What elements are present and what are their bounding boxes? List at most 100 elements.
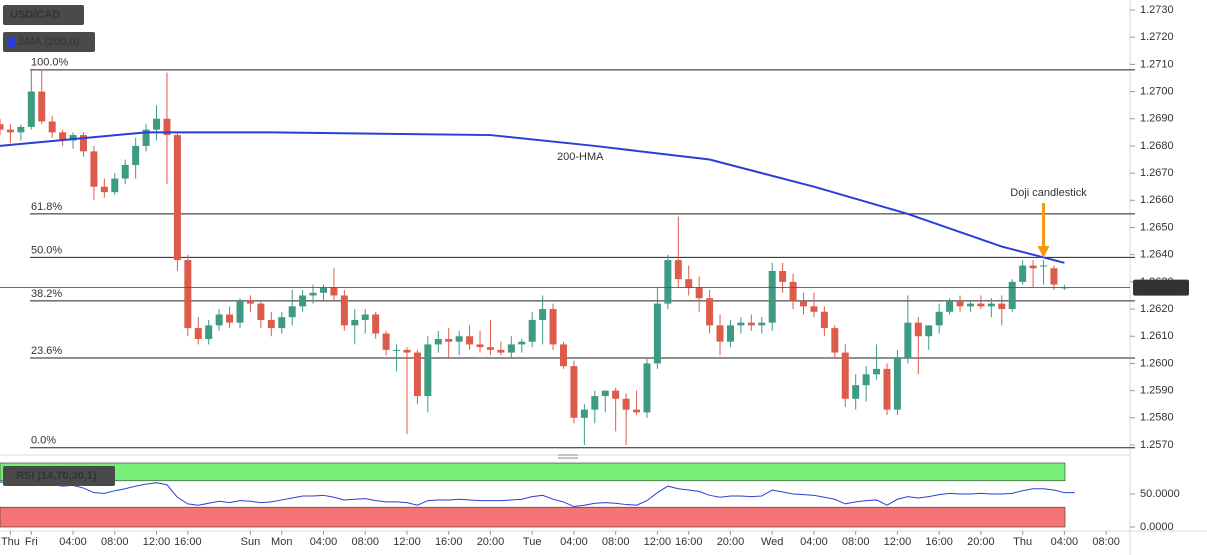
candle-body <box>153 118 161 130</box>
candle-body <box>1019 265 1027 282</box>
candle-body <box>142 129 150 146</box>
candle-body <box>413 352 421 397</box>
candle-body <box>163 118 171 136</box>
candle-body <box>539 309 547 320</box>
candle-body <box>914 322 922 337</box>
candle-body <box>737 322 745 326</box>
x-tick-label: Thu <box>1 536 20 548</box>
candle-body <box>998 303 1006 310</box>
candle-body <box>236 300 244 323</box>
x-tick-label: 12:00 <box>644 536 672 548</box>
candle-body <box>852 385 860 399</box>
candle-body <box>601 390 609 397</box>
candle-body <box>351 319 359 326</box>
x-tick-label: 08:00 <box>842 536 870 548</box>
y-tick-label: 1.2590 <box>1140 385 1174 397</box>
candle-body <box>69 135 77 141</box>
candle-body <box>1040 265 1048 267</box>
candle-body <box>580 409 588 418</box>
candle-body <box>267 319 275 329</box>
y-tick-label: 1.2720 <box>1140 31 1174 43</box>
candle-body <box>246 300 254 304</box>
y-tick-label: 1.2730 <box>1140 4 1174 16</box>
y-tick-label: 1.2710 <box>1140 58 1174 70</box>
candle-body <box>685 279 693 288</box>
candle-body <box>17 126 25 133</box>
candle-body <box>6 129 14 133</box>
x-tick-label: 12:00 <box>393 536 421 548</box>
candle-body <box>977 303 985 307</box>
rsi-tick-label: 50.0000 <box>1140 488 1180 500</box>
candle-body <box>361 314 369 320</box>
candle-body <box>476 344 484 348</box>
candle-body <box>393 349 401 351</box>
hma-label: 200-HMA <box>557 151 604 163</box>
candle-body <box>0 124 4 130</box>
x-tick-label: 16:00 <box>925 536 953 548</box>
candle-body <box>810 306 818 312</box>
candle-body <box>747 322 755 326</box>
candle-body <box>758 322 766 326</box>
candle-body <box>570 366 578 418</box>
annotation-arrowhead <box>1037 246 1050 258</box>
candle-body <box>622 398 630 410</box>
candle-body <box>987 303 995 307</box>
candle-body <box>518 341 526 345</box>
candle-body <box>789 281 797 301</box>
candle-body <box>100 186 108 193</box>
x-tick-label: 08:00 <box>1092 536 1120 548</box>
candle-body <box>633 409 641 413</box>
candle-body <box>706 298 714 326</box>
candle-body <box>664 260 672 304</box>
symbol-box <box>3 5 84 25</box>
candle-body <box>560 344 567 367</box>
candle-body <box>90 151 98 187</box>
candle-body <box>340 295 348 326</box>
candle-body <box>674 260 682 280</box>
candle-body <box>382 333 390 350</box>
x-tick-label: 08:00 <box>101 536 129 548</box>
candle-body <box>1008 281 1016 310</box>
candle-body <box>925 325 933 337</box>
candle-body <box>27 91 35 127</box>
candle-body <box>549 309 557 345</box>
rsi-label-box <box>3 466 115 486</box>
candle-body <box>38 91 46 122</box>
indicator-box <box>3 32 95 52</box>
fib-label: 38.2% <box>31 288 62 300</box>
candle-body <box>48 121 56 133</box>
candle-body <box>466 336 474 345</box>
last-price-label: 1.26279 <box>1138 281 1178 293</box>
y-tick-label: 1.2670 <box>1140 167 1174 179</box>
last-price-badge <box>1133 279 1189 296</box>
candle-body <box>883 368 891 410</box>
y-tick-label: 1.2600 <box>1140 357 1174 369</box>
rsi-line <box>0 478 1075 508</box>
candle-body <box>966 303 974 307</box>
candle-body <box>278 317 286 329</box>
candle-body <box>653 303 661 364</box>
candle-body <box>132 145 140 165</box>
candle-body <box>372 314 380 334</box>
candle-body <box>215 314 223 326</box>
candle-body <box>403 349 411 353</box>
candle-body <box>111 178 119 193</box>
indicator-label: SMA (200,0) <box>18 36 79 48</box>
candle-body <box>424 344 432 397</box>
candle-body <box>1029 265 1037 269</box>
candle-body <box>226 314 234 323</box>
candle-body <box>831 328 839 353</box>
y-tick-label: 1.2650 <box>1140 221 1174 233</box>
candle-body <box>486 347 494 350</box>
candle-body <box>873 368 881 375</box>
x-tick-label: Sun <box>241 536 261 548</box>
annotation: Doji candlestick <box>1010 187 1087 199</box>
x-tick-label: Fri <box>25 536 38 548</box>
y-tick-label: 1.2570 <box>1140 439 1174 451</box>
price-pane <box>0 0 1130 450</box>
hma-line <box>0 131 1065 264</box>
candle-body <box>309 292 317 296</box>
x-tick-label: 04:00 <box>1051 536 1079 548</box>
candle-body <box>904 322 912 358</box>
